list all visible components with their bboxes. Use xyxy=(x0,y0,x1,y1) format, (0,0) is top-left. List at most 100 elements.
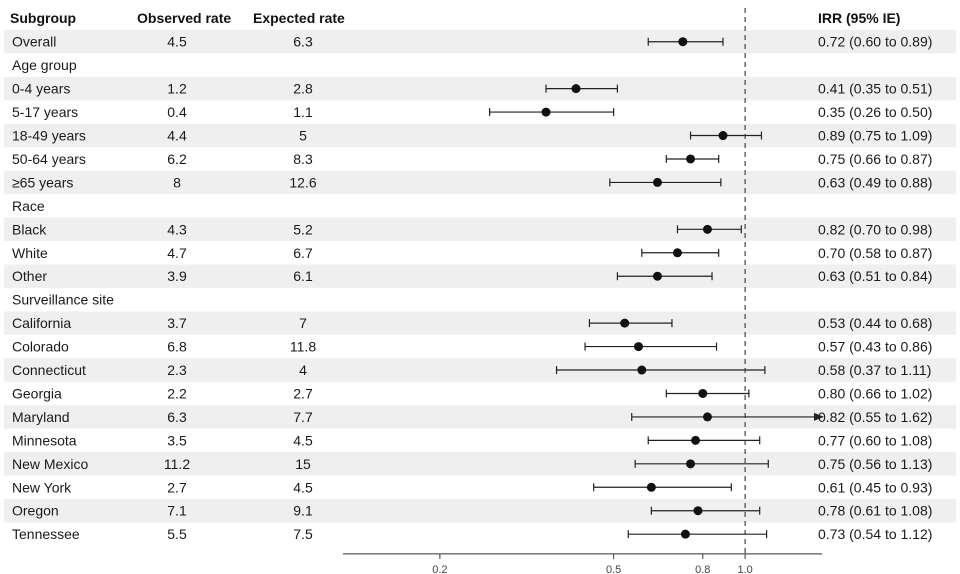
subgroup-label: 50-64 years xyxy=(12,151,86,167)
point-estimate xyxy=(680,529,690,539)
irr-ci-cell: 0.77 (0.60 to 1.08) xyxy=(818,432,932,448)
observed-rate-cell: 4.4 xyxy=(167,128,187,144)
observed-rate-cell: 3.9 xyxy=(167,268,187,284)
point-estimate xyxy=(698,388,708,398)
subgroup-label: White xyxy=(12,245,48,261)
irr-ci-cell: 0.61 (0.45 to 0.93) xyxy=(818,479,932,495)
header-expected-rate: Expected rate xyxy=(253,10,345,26)
point-estimate xyxy=(646,482,656,492)
irr-ci-cell: 0.80 (0.66 to 1.02) xyxy=(818,385,932,401)
row-stripe xyxy=(4,30,956,54)
irr-ci-cell: 0.72 (0.60 to 0.89) xyxy=(818,34,932,50)
observed-rate-cell: 7.1 xyxy=(167,503,187,519)
observed-rate-cell: 4.7 xyxy=(167,245,187,261)
point-estimate xyxy=(672,248,682,258)
expected-rate-cell: 5.2 xyxy=(293,221,313,237)
row-stripe xyxy=(4,499,956,523)
expected-rate-cell: 1.1 xyxy=(293,104,313,120)
header-irr: IRR (95% IE) xyxy=(818,10,900,26)
observed-rate-cell: 2.2 xyxy=(167,385,187,401)
subgroup-label: New York xyxy=(12,479,72,495)
subgroup-label: Black xyxy=(12,221,47,237)
subgroup-label: Surveillance site xyxy=(12,292,114,308)
x-tick-label: 1.0 xyxy=(737,564,752,574)
expected-rate-cell: 4 xyxy=(299,362,307,378)
point-estimate xyxy=(678,37,688,47)
irr-ci-cell: 0.57 (0.43 to 0.86) xyxy=(818,339,932,355)
point-estimate xyxy=(620,318,630,328)
subgroup-label: Oregon xyxy=(12,503,59,519)
expected-rate-cell: 6.1 xyxy=(293,268,313,284)
irr-ci-cell: 0.75 (0.56 to 1.13) xyxy=(818,456,932,472)
point-estimate xyxy=(541,107,551,117)
row-stripe xyxy=(4,405,956,429)
irr-ci-cell: 0.89 (0.75 to 1.09) xyxy=(818,128,932,144)
subgroup-label: ≥65 years xyxy=(12,174,73,190)
subgroup-label: Colorado xyxy=(12,339,69,355)
expected-rate-cell: 7.5 xyxy=(293,526,313,542)
expected-rate-cell: 4.5 xyxy=(293,479,313,495)
x-tick-label: 0.2 xyxy=(432,564,447,574)
x-tick-label: 0.8 xyxy=(695,564,710,574)
expected-rate-cell: 2.7 xyxy=(293,385,313,401)
header-subgroup: Subgroup xyxy=(10,10,76,26)
expected-rate-cell: 11.8 xyxy=(290,339,316,355)
point-estimate xyxy=(571,84,581,94)
row-stripe xyxy=(4,217,956,242)
irr-ci-cell: 0.75 (0.66 to 0.87) xyxy=(818,151,932,167)
row-stripe xyxy=(4,123,956,148)
subgroup-label: Race xyxy=(12,198,45,214)
observed-rate-cell: 2.3 xyxy=(167,362,187,378)
point-estimate xyxy=(702,412,712,422)
point-estimate xyxy=(686,154,696,164)
x-axis: 0.2 0.5 0.8 1.0 xyxy=(343,553,822,574)
point-estimate xyxy=(652,177,662,187)
observed-rate-cell: 0.4 xyxy=(167,104,187,120)
irr-ci-cell: 0.63 (0.51 to 0.84) xyxy=(818,268,932,284)
point-estimate xyxy=(686,459,696,469)
observed-rate-cell: 2.7 xyxy=(167,479,187,495)
observed-rate-cell: 1.2 xyxy=(167,81,187,97)
expected-rate-cell: 15 xyxy=(295,456,311,472)
irr-ci-cell: 0.82 (0.55 to 1.62) xyxy=(818,409,932,425)
subgroup-label: Age group xyxy=(12,57,77,73)
row-stripes xyxy=(4,30,956,523)
irr-ci-cell: 0.82 (0.70 to 0.98) xyxy=(818,221,932,237)
point-estimate xyxy=(633,342,643,352)
observed-rate-cell: 5.5 xyxy=(167,526,187,542)
irr-ci-cell: 0.35 (0.26 to 0.50) xyxy=(818,104,932,120)
observed-rate-cell: 3.5 xyxy=(167,432,187,448)
column-headers: Subgroup Observed rate Expected rate IRR… xyxy=(10,10,900,26)
expected-rate-cell: 9.1 xyxy=(293,503,313,519)
subgroup-label: 18-49 years xyxy=(12,128,86,144)
expected-rate-cell: 8.3 xyxy=(293,151,313,167)
expected-rate-cell: 6.7 xyxy=(293,245,313,261)
expected-rate-cell: 12.6 xyxy=(289,174,316,190)
point-estimate xyxy=(702,224,712,234)
subgroup-label: Other xyxy=(12,268,47,284)
observed-rate-cell: 4.3 xyxy=(167,221,187,237)
irr-ci-cell: 0.70 (0.58 to 0.87) xyxy=(818,245,932,261)
expected-rate-cell: 2.8 xyxy=(293,81,313,97)
expected-rate-cell: 6.3 xyxy=(293,34,313,50)
point-estimate xyxy=(637,365,647,375)
expected-rate-cell: 7 xyxy=(299,315,307,331)
point-estimate xyxy=(691,435,701,445)
irr-ci-cell: 0.73 (0.54 to 1.12) xyxy=(818,526,932,542)
irr-ci-cell: 0.78 (0.61 to 1.08) xyxy=(818,503,932,519)
point-estimate xyxy=(718,131,728,141)
subgroup-label: 0-4 years xyxy=(12,81,70,97)
x-tick-label: 0.5 xyxy=(606,564,621,574)
subgroup-label: California xyxy=(12,315,71,331)
subgroup-label: Georgia xyxy=(12,385,62,401)
subgroup-label: 5-17 years xyxy=(12,104,78,120)
expected-rate-cell: 4.5 xyxy=(293,432,313,448)
plot-area xyxy=(489,8,824,554)
observed-rate-cell: 6.2 xyxy=(167,151,187,167)
subgroup-label: Connecticut xyxy=(12,362,86,378)
observed-rate-cell: 11.2 xyxy=(164,456,190,472)
irr-ci-cell: 0.58 (0.37 to 1.11) xyxy=(818,362,931,378)
row-stripe xyxy=(4,264,956,288)
row-stripe xyxy=(4,452,956,476)
